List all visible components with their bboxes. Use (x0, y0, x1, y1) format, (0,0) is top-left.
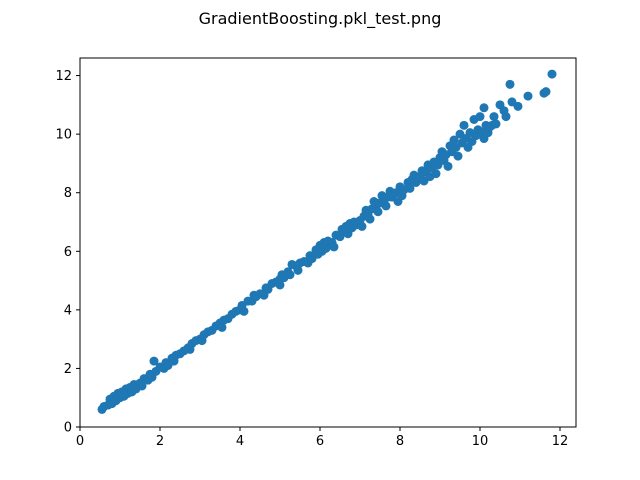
scatter-point (293, 265, 303, 275)
y-tick-label: 12 (55, 69, 72, 84)
scatter-point (239, 306, 249, 316)
scatter-point (149, 356, 159, 366)
scatter-point (357, 221, 367, 231)
scatter-point (491, 119, 501, 129)
y-tick-label: 8 (64, 186, 72, 201)
scatter-point (547, 69, 557, 79)
y-tick-label: 2 (64, 362, 72, 377)
scatter-point (217, 322, 227, 332)
scatter-point (373, 207, 383, 217)
scatter-point (523, 91, 533, 101)
x-tick-label: 6 (316, 434, 324, 449)
x-axis-ticks: 0 2 4 6 8 10 12 (76, 427, 568, 449)
scatter-point (453, 151, 463, 161)
scatter-point (431, 169, 441, 179)
scatter-point (541, 87, 551, 97)
chart-title: GradientBoosting.pkl_test.png (199, 9, 442, 29)
scatter-point (505, 79, 515, 89)
x-tick-label: 10 (472, 434, 489, 449)
y-axis-ticks: 0 2 4 6 8 10 12 (55, 69, 80, 436)
x-tick-label: 8 (396, 434, 404, 449)
scatter-point (321, 243, 331, 253)
scatter-point (501, 112, 511, 122)
scatter-point (489, 112, 499, 122)
scatter-point (475, 112, 485, 122)
y-tick-label: 10 (55, 128, 72, 143)
x-tick-label: 4 (236, 434, 244, 449)
scatter-point (285, 270, 295, 280)
scatter-point (329, 242, 339, 252)
scatter-point (513, 101, 523, 111)
scatter-point (479, 103, 489, 113)
y-tick-label: 6 (64, 245, 72, 260)
scatter-points (97, 69, 557, 414)
x-tick-label: 2 (156, 434, 164, 449)
scatter-point (381, 201, 391, 211)
y-tick-label: 0 (64, 421, 72, 436)
scatter-point (137, 381, 147, 391)
scatter-point (275, 280, 285, 290)
y-tick-label: 4 (64, 303, 72, 318)
scatter-point (405, 183, 415, 193)
scatter-point (449, 135, 459, 145)
scatter-point (459, 120, 469, 130)
x-tick-label: 12 (552, 434, 569, 449)
scatter-point (365, 214, 375, 224)
scatter-point (443, 161, 453, 171)
x-tick-label: 0 (76, 434, 84, 449)
plot-frame (79, 57, 577, 428)
